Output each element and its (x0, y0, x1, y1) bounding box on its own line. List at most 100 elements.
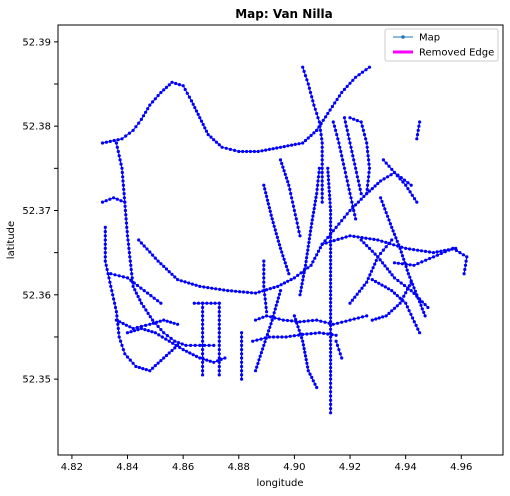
map-node (187, 95, 191, 99)
map-node (119, 162, 123, 166)
map-node (313, 203, 317, 207)
map-node (408, 275, 412, 279)
map-node (381, 158, 385, 162)
map-node (370, 278, 374, 282)
map-node (277, 243, 282, 247)
map-node (387, 218, 391, 222)
map-node (137, 238, 141, 242)
map-node (282, 145, 286, 149)
map-node (326, 166, 330, 170)
map-node (148, 250, 152, 254)
map-node (359, 120, 363, 124)
map-node (309, 225, 313, 229)
map-node (365, 192, 369, 196)
map-node (173, 346, 177, 350)
map-node (262, 343, 266, 347)
map-node (296, 325, 300, 329)
map-node (278, 246, 283, 250)
map-node (268, 287, 272, 291)
map-node (265, 194, 269, 198)
map-node (228, 147, 232, 151)
map-node (170, 348, 174, 353)
map-node (367, 246, 372, 250)
map-node (402, 283, 407, 288)
map-node (170, 80, 174, 84)
map-node (298, 320, 302, 324)
map-node (146, 291, 150, 295)
map-node (307, 237, 311, 241)
map-node (135, 283, 140, 288)
map-node (340, 356, 344, 360)
map-node (415, 294, 419, 298)
map-node (201, 318, 205, 322)
map-node (384, 240, 388, 244)
map-node (329, 289, 333, 293)
map-node (217, 352, 221, 356)
map-node (373, 184, 377, 188)
map-node (259, 337, 263, 341)
map-node (335, 97, 339, 102)
map-node (212, 343, 216, 347)
map-node (354, 203, 358, 207)
map-node (418, 300, 422, 304)
map-node (217, 305, 221, 310)
map-node (371, 266, 375, 270)
map-node (205, 301, 209, 305)
map-node (240, 364, 244, 369)
map-node (248, 149, 253, 154)
map-node (402, 257, 406, 261)
map-node (348, 141, 352, 145)
map-node (356, 235, 360, 239)
map-node (310, 218, 314, 222)
map-node (341, 162, 346, 166)
map-node (177, 83, 181, 87)
map-node (209, 135, 213, 139)
map-node (415, 200, 419, 204)
map-node (359, 192, 363, 196)
y-axis-label: latitude (6, 221, 17, 259)
map-node (125, 230, 129, 234)
map-node (416, 327, 420, 331)
map-node (116, 322, 120, 326)
map-node (222, 288, 226, 292)
map-node (398, 246, 402, 250)
map-node (329, 316, 333, 320)
map-node (294, 317, 298, 322)
map-node (337, 141, 341, 145)
map-node (120, 137, 124, 141)
map-node (127, 251, 131, 255)
legend-map-label: Map (419, 33, 440, 44)
map-node (353, 295, 357, 299)
map-node (349, 145, 353, 149)
y-tick-label: 52.36 (22, 290, 51, 301)
map-node (376, 181, 380, 186)
map-node (329, 407, 333, 411)
map-node (143, 328, 147, 332)
map-node (118, 320, 122, 324)
map-node (276, 239, 280, 243)
map-node (271, 314, 275, 318)
map-node (314, 195, 318, 199)
map-node (134, 364, 138, 369)
map-node (134, 125, 138, 129)
map-node (463, 267, 467, 272)
map-node (217, 335, 221, 339)
map-node (342, 116, 347, 120)
map-node (329, 343, 333, 347)
map-node (171, 341, 175, 345)
map-node (271, 335, 276, 339)
map-node (286, 268, 290, 272)
map-node (133, 288, 137, 292)
map-node (148, 322, 152, 326)
map-node (306, 82, 310, 86)
map-node (329, 377, 333, 381)
map-node (128, 325, 132, 329)
map-node (237, 149, 241, 154)
map-node (360, 70, 365, 74)
map-node (278, 289, 283, 293)
map-node (151, 100, 155, 104)
map-node (320, 187, 324, 191)
map-node (103, 238, 107, 242)
map-node (332, 124, 337, 128)
y-tick-label: 52.38 (22, 122, 51, 133)
